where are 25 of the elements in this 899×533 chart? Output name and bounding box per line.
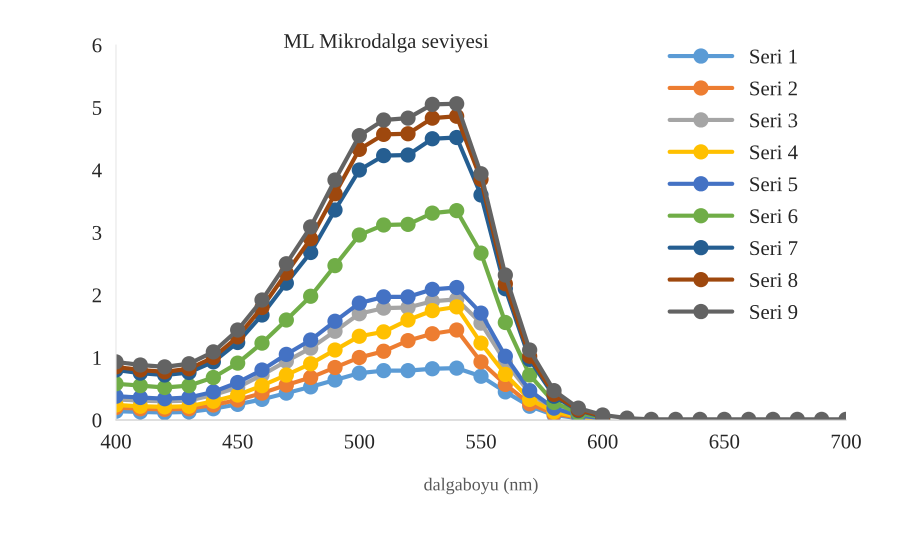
legend-label: Seri 3: [750, 113, 798, 128]
x-tick-label: 450: [222, 434, 252, 449]
x-tick-label: 400: [100, 434, 131, 449]
y-tick-label: 5: [92, 101, 102, 115]
legend-label: Seri 7: [750, 241, 798, 256]
legend-label: Seri 6: [750, 209, 798, 224]
legend-label: Seri 4: [750, 145, 798, 160]
y-tick-label: 1: [94, 350, 101, 365]
legend-label: Seri 5: [750, 177, 798, 192]
x-tick-label: 600: [588, 434, 618, 449]
legend-label: Seri 2: [750, 81, 797, 96]
y-tick-label: 4: [92, 164, 102, 178]
legend-label: Seri 9: [750, 305, 798, 320]
x-tick-label: 500: [344, 434, 374, 449]
y-tick-label: 2: [92, 288, 101, 302]
x-tick-label: 650: [710, 434, 740, 449]
y-tick-label: 0: [92, 413, 102, 428]
chart-title: ML Mikrodalga seviyesi: [284, 33, 488, 52]
x-axis-title: dalgaboyu (nm): [424, 478, 538, 494]
x-tick-label: 550: [466, 434, 496, 449]
x-tick-label: 700: [832, 434, 861, 449]
legend-label: Seri 8: [750, 273, 798, 288]
legend-label: Seri 1: [750, 50, 797, 64]
y-tick-label: 3: [92, 226, 102, 240]
y-tick-label: 6: [92, 38, 102, 52]
